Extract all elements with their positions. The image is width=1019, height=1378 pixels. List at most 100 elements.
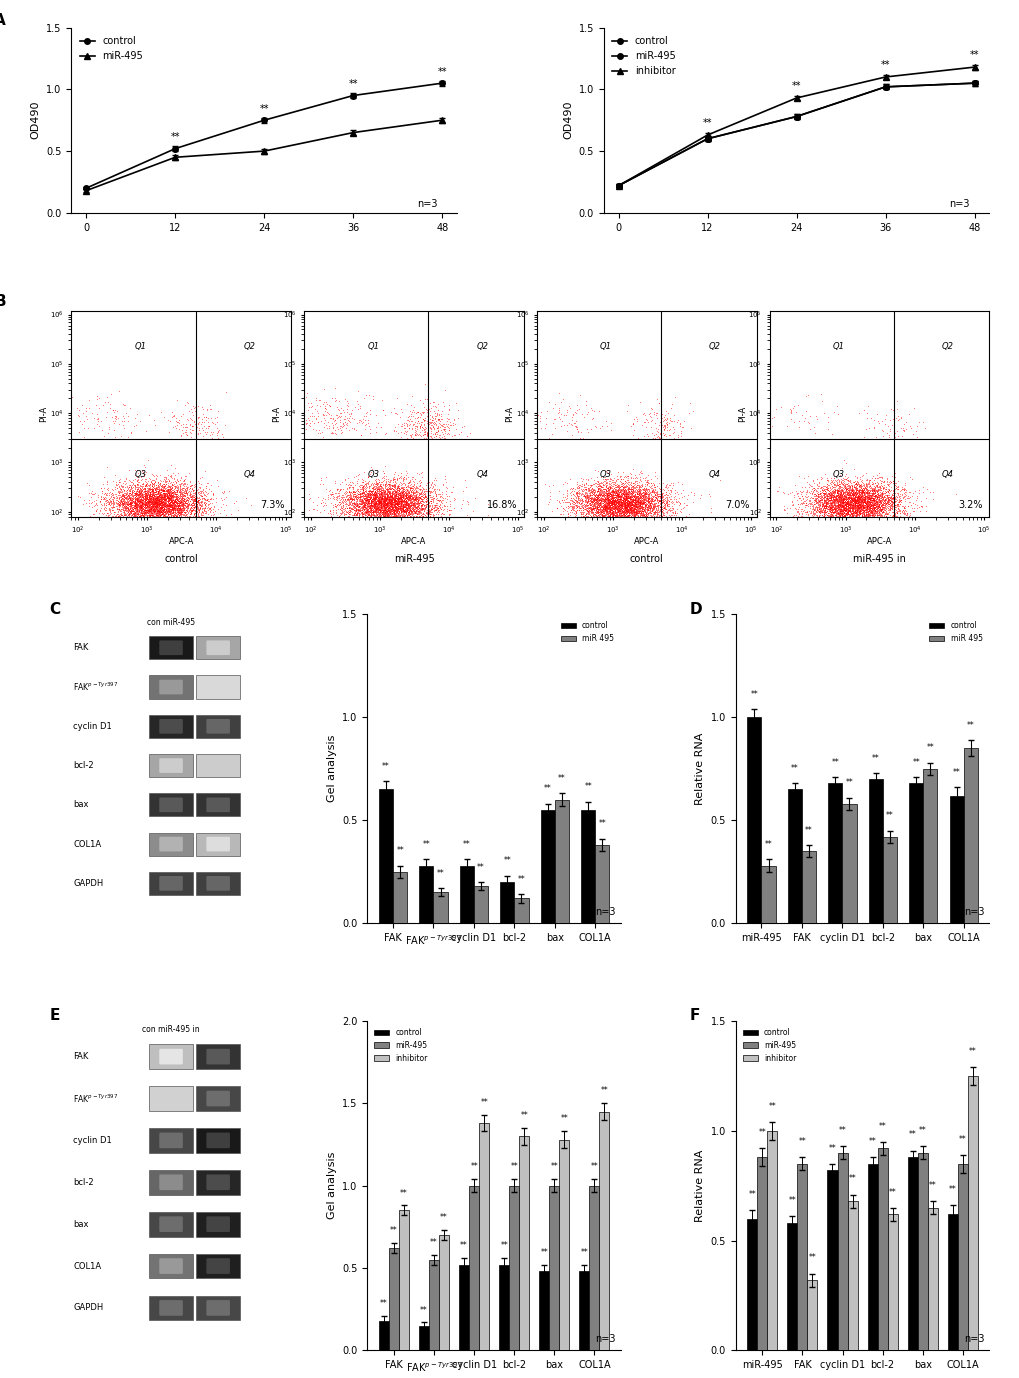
- Point: [367, 492, 383, 514]
- Point: [580, 488, 596, 510]
- Point: [829, 493, 846, 515]
- Point: [628, 491, 644, 513]
- Point: [821, 497, 838, 520]
- Point: [827, 495, 844, 517]
- Point: [833, 471, 849, 493]
- Point: [881, 492, 898, 514]
- Point: [386, 506, 403, 528]
- Point: [121, 480, 138, 502]
- Point: [185, 503, 202, 525]
- Point: [608, 486, 625, 508]
- Point: [641, 405, 657, 427]
- Point: [641, 502, 657, 524]
- Point: [589, 488, 605, 510]
- Point: [366, 506, 382, 528]
- Point: [578, 499, 594, 521]
- Point: [614, 485, 631, 507]
- Point: [162, 485, 178, 507]
- Point: [165, 506, 181, 528]
- Point: [341, 500, 358, 522]
- Point: [124, 471, 141, 493]
- Point: [844, 488, 860, 510]
- Point: [614, 506, 631, 528]
- Point: [380, 491, 396, 513]
- Point: [870, 499, 887, 521]
- Point: [556, 486, 573, 508]
- Point: [844, 506, 860, 528]
- Point: [167, 491, 183, 513]
- Point: [147, 492, 163, 514]
- Point: [176, 504, 193, 526]
- Point: [348, 506, 365, 528]
- Point: [768, 480, 785, 502]
- Point: [367, 484, 383, 506]
- Point: [361, 488, 377, 510]
- Point: [868, 481, 884, 503]
- Point: [357, 500, 373, 522]
- Point: [419, 481, 435, 503]
- Point: [101, 506, 117, 528]
- Point: [182, 504, 199, 526]
- Point: [112, 471, 128, 493]
- Point: [623, 506, 639, 528]
- Point: [828, 491, 845, 513]
- Point: [609, 492, 626, 514]
- Point: [864, 493, 880, 515]
- Point: [616, 489, 633, 511]
- Point: [421, 491, 437, 513]
- Point: [189, 506, 205, 528]
- Point: [160, 499, 176, 521]
- Point: [303, 395, 319, 418]
- Point: [147, 499, 163, 521]
- Point: [615, 484, 632, 506]
- Point: [600, 492, 616, 514]
- Point: [383, 492, 399, 514]
- Point: [192, 477, 208, 499]
- Point: [860, 477, 876, 499]
- Text: E: E: [50, 1007, 60, 1022]
- Point: [411, 499, 427, 521]
- Point: [829, 502, 846, 524]
- Point: [843, 496, 859, 518]
- Point: [164, 474, 180, 496]
- Point: [626, 489, 642, 511]
- Point: [351, 485, 367, 507]
- Point: [609, 506, 626, 528]
- Point: [337, 482, 354, 504]
- Point: [428, 486, 444, 508]
- Point: [453, 416, 470, 438]
- Point: [621, 477, 637, 499]
- Point: [187, 482, 204, 504]
- Point: [130, 480, 147, 502]
- Point: [450, 423, 467, 445]
- Point: [145, 485, 161, 507]
- Point: [171, 495, 187, 517]
- Point: [838, 473, 854, 495]
- Point: [407, 500, 423, 522]
- Point: [622, 481, 638, 503]
- Point: [157, 475, 173, 497]
- Point: [361, 491, 377, 513]
- Point: [118, 491, 135, 513]
- Point: [586, 506, 602, 528]
- Point: [636, 506, 652, 528]
- Point: [156, 474, 172, 496]
- Point: [148, 474, 164, 496]
- Point: [854, 493, 870, 515]
- Point: [399, 486, 416, 508]
- Point: [588, 491, 604, 513]
- Point: [395, 492, 412, 514]
- Point: [865, 491, 881, 513]
- Point: [846, 499, 862, 521]
- Point: [842, 492, 858, 514]
- Text: D: D: [690, 602, 702, 617]
- Point: [375, 491, 391, 513]
- Point: [150, 471, 166, 493]
- Point: [141, 499, 157, 521]
- Point: [612, 485, 629, 507]
- Point: [441, 429, 458, 451]
- Point: [808, 504, 824, 526]
- Point: [438, 477, 454, 499]
- Point: [111, 481, 127, 503]
- Point: [587, 488, 603, 510]
